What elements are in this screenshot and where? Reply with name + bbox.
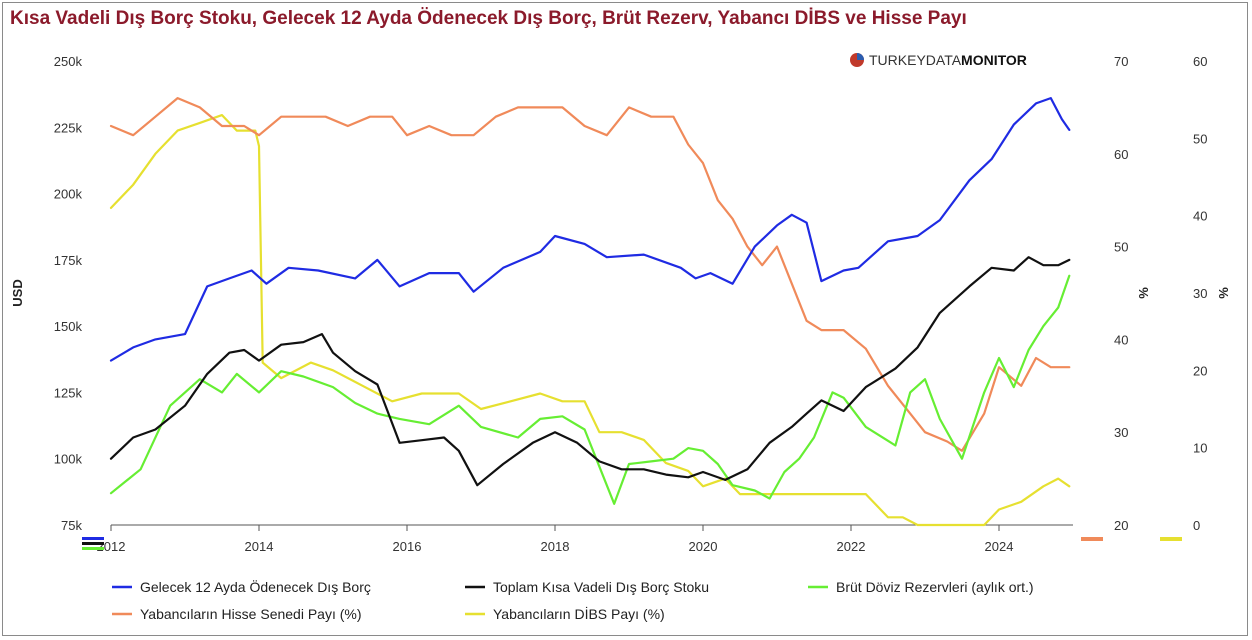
x-tick-label: 2022 (837, 539, 866, 554)
y-tick-label-pct2: 20 (1193, 363, 1207, 378)
series-line-1 (109, 256, 1071, 487)
x-tick-label: 2014 (245, 539, 274, 554)
y-tick-label-pct2: 50 (1193, 131, 1207, 146)
y-tick-label-usd: 250k (54, 54, 83, 69)
x-tick-label: 2018 (541, 539, 570, 554)
brand-globe-icon-quadrant (857, 53, 864, 60)
y-tick-label-pct1: 40 (1114, 332, 1128, 347)
pct2-axis-marker (1160, 537, 1182, 541)
y-tick-label-pct1: 60 (1114, 147, 1128, 162)
legend-label: Yabancıların DİBS Payı (%) (493, 605, 665, 622)
series-line-4 (109, 113, 1071, 527)
y-tick-label-pct2: 40 (1193, 209, 1207, 224)
legend-label: Toplam Kısa Vadeli Dış Borç Stoku (493, 579, 709, 595)
y-tick-label-usd: 100k (54, 452, 83, 467)
pct1-axis-marker (1081, 537, 1103, 541)
x-tick-label: 2012 (97, 539, 126, 554)
legend-label: Brüt Döviz Rezervleri (aylık ort.) (836, 579, 1034, 595)
series-line-0 (109, 96, 1071, 362)
y-tick-label-usd: 125k (54, 385, 83, 400)
y-axis-title-usd: USD (10, 279, 25, 306)
brand-light-text: TURKEYDATA (869, 52, 962, 68)
chart-title: Kısa Vadeli Dış Borç Stoku, Gelecek 12 A… (10, 8, 967, 29)
y-tick-label-pct1: 30 (1114, 425, 1128, 440)
y-tick-label-pct1: 50 (1114, 240, 1128, 255)
usd-axis-marker-green (82, 547, 104, 550)
x-tick-label: 2024 (985, 539, 1014, 554)
series-line-2 (109, 274, 1071, 505)
legend-label: Yabancıların Hisse Senedi Payı (%) (140, 606, 362, 622)
brand-logo: TURKEYDATAMONITOR (850, 52, 1027, 68)
usd-axis-marker-blue (82, 537, 104, 540)
series-lines (109, 96, 1071, 527)
y-tick-label-pct1: 70 (1114, 54, 1128, 69)
x-tick-label: 2016 (393, 539, 422, 554)
x-tick-label: 2020 (689, 539, 718, 554)
brand-bold-text: MONITOR (961, 52, 1027, 68)
legend-label: Gelecek 12 Ayda Ödenecek Dış Borç (140, 578, 371, 595)
y-axis-title-pct1: % (1136, 287, 1151, 299)
brand-wordmark: TURKEYDATAMONITOR (869, 52, 1027, 68)
y-tick-label-usd: 225k (54, 120, 83, 135)
y-tick-label-pct2: 10 (1193, 441, 1207, 456)
y-tick-label-pct2: 30 (1193, 286, 1207, 301)
series-line-3 (109, 96, 1071, 452)
y-tick-label-usd: 200k (54, 187, 83, 202)
y-axis-title-pct2: % (1216, 287, 1231, 299)
axes: 2012 2014 2016 2018 2020 2022 202475k100k125k1… (10, 54, 1231, 554)
y-tick-label-usd: 75k (61, 518, 82, 533)
y-tick-label-usd: 175k (54, 253, 83, 268)
legend: Gelecek 12 Ayda Ödenecek Dış Borç Toplam … (112, 578, 1034, 622)
y-tick-label-pct2: 0 (1193, 518, 1200, 533)
usd-axis-marker-black (82, 542, 104, 545)
y-tick-label-pct1: 20 (1114, 518, 1128, 533)
y-tick-label-pct2: 60 (1193, 54, 1207, 69)
y-tick-label-usd: 150k (54, 319, 83, 334)
